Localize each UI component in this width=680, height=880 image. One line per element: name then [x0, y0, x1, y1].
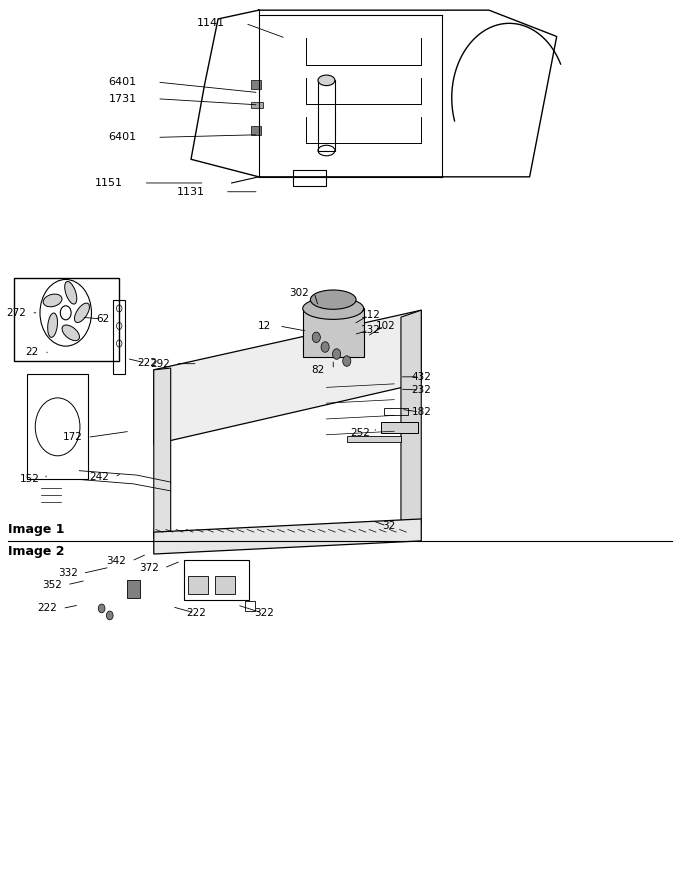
Text: 332: 332 — [58, 568, 78, 578]
Text: 1141: 1141 — [197, 18, 225, 28]
Text: 352: 352 — [42, 580, 62, 590]
Bar — [251, 80, 260, 89]
Text: 222: 222 — [137, 358, 157, 368]
Text: 302: 302 — [290, 288, 309, 297]
Bar — [251, 126, 260, 135]
Text: 182: 182 — [411, 407, 431, 417]
Text: 102: 102 — [376, 321, 396, 331]
Text: 322: 322 — [254, 608, 274, 618]
Bar — [27, 374, 88, 480]
Text: 342: 342 — [107, 556, 126, 566]
Circle shape — [343, 356, 351, 366]
Polygon shape — [401, 310, 422, 528]
Ellipse shape — [75, 303, 90, 322]
Text: 222: 222 — [186, 608, 206, 618]
Circle shape — [321, 341, 329, 352]
Text: 1151: 1151 — [95, 178, 123, 188]
Circle shape — [98, 604, 105, 612]
Text: 272: 272 — [6, 308, 27, 318]
Text: Image 2: Image 2 — [8, 546, 65, 558]
Text: 6401: 6401 — [109, 77, 137, 87]
Bar — [245, 600, 256, 611]
Ellipse shape — [62, 325, 80, 341]
Text: 32: 32 — [382, 521, 395, 531]
Text: 232: 232 — [411, 385, 431, 395]
Bar — [384, 408, 408, 415]
Text: 112: 112 — [360, 311, 380, 320]
Bar — [381, 422, 418, 433]
Bar — [188, 576, 208, 593]
Polygon shape — [154, 519, 422, 554]
Text: 82: 82 — [311, 365, 325, 375]
Bar — [292, 170, 326, 186]
Ellipse shape — [44, 294, 62, 307]
Text: 252: 252 — [350, 428, 370, 438]
Text: Image 1: Image 1 — [8, 524, 65, 537]
Text: 172: 172 — [63, 432, 82, 443]
Circle shape — [312, 332, 320, 342]
Text: 6401: 6401 — [109, 132, 137, 143]
Text: 62: 62 — [97, 314, 109, 324]
Bar — [251, 102, 262, 108]
Bar — [318, 80, 335, 150]
Bar — [303, 308, 364, 356]
Text: 1131: 1131 — [177, 187, 205, 197]
Bar — [126, 580, 140, 598]
Ellipse shape — [65, 282, 77, 304]
Ellipse shape — [48, 313, 58, 337]
Ellipse shape — [303, 297, 364, 319]
Text: 432: 432 — [411, 372, 431, 382]
Text: 132: 132 — [360, 326, 380, 335]
Circle shape — [106, 611, 113, 620]
Bar — [184, 561, 249, 599]
Ellipse shape — [318, 75, 335, 85]
Bar — [14, 278, 118, 361]
Text: 242: 242 — [90, 472, 109, 482]
Circle shape — [61, 305, 71, 319]
Text: 222: 222 — [37, 604, 57, 613]
Text: 1731: 1731 — [109, 94, 137, 104]
Text: 372: 372 — [139, 563, 159, 573]
Bar — [113, 300, 125, 374]
Text: 152: 152 — [20, 474, 39, 485]
Bar — [215, 576, 235, 593]
Circle shape — [333, 348, 341, 359]
Text: 12: 12 — [258, 321, 271, 331]
Polygon shape — [154, 368, 171, 537]
Text: 22: 22 — [25, 348, 39, 357]
Ellipse shape — [310, 290, 356, 309]
Text: 292: 292 — [150, 359, 171, 369]
Bar — [347, 436, 401, 442]
Polygon shape — [154, 310, 422, 444]
